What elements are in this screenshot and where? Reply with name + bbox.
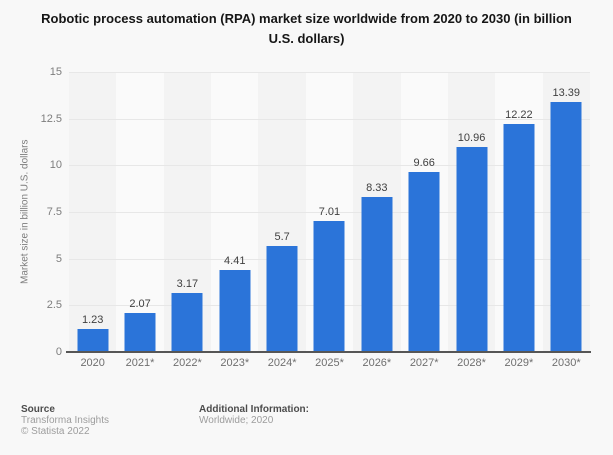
- bar: [313, 221, 345, 352]
- source-block: Source Transforma Insights © Statista 20…: [21, 404, 199, 437]
- x-tick-label: 2021*: [125, 357, 155, 369]
- chart-column: 10.96: [447, 72, 496, 352]
- y-tick-label: 0: [55, 346, 62, 358]
- y-tick-label: 15: [49, 66, 62, 78]
- bar-value-label: 12.22: [505, 108, 533, 121]
- footer: Source Transforma Insights © Statista 20…: [21, 404, 593, 437]
- x-tick-label: 2028*: [457, 357, 486, 369]
- x-tick-label: 2026*: [362, 357, 392, 369]
- bar-value-label: 4.41: [224, 254, 246, 267]
- chart-column: 9.66: [400, 72, 448, 352]
- chart-column: 3.17: [163, 72, 212, 352]
- y-tick-label: 5: [55, 252, 62, 265]
- additional-info-label: Additional Information:: [199, 404, 309, 415]
- additional-info-value: Worldwide; 2020: [199, 415, 274, 426]
- source-label: Source: [21, 404, 55, 415]
- plot-bands: 1.23 2.07 3.17 4.41 5.7 7.01 8.33 9.66 10.96 12.2…: [69, 72, 590, 352]
- bar-value-label: 10.96: [457, 132, 486, 145]
- y-tick-label: 12.5: [40, 112, 62, 125]
- chart-column: 13.39: [542, 72, 590, 352]
- x-tick-label: 2030*: [551, 357, 581, 369]
- chart-column: 12.22: [495, 72, 543, 352]
- x-tick-label: 2023*: [220, 357, 250, 369]
- bar-value-label: 7.01: [318, 206, 341, 219]
- x-axis-labels: 2020 2021* 2022* 2023* 2024* 2025* 2026* 2027* 2…: [69, 357, 590, 369]
- bar: [77, 329, 109, 352]
- bar-value-label: 13.39: [552, 87, 581, 100]
- y-tick-label: 7.5: [46, 206, 62, 218]
- bar: [550, 102, 582, 352]
- chart-column: 7.01: [305, 72, 354, 352]
- bar: [171, 292, 203, 352]
- chart-column: 2.07: [116, 72, 164, 352]
- x-tick-label: 2024*: [267, 357, 297, 369]
- bar: [266, 245, 298, 352]
- x-tick-label: 2027*: [409, 357, 439, 369]
- chart-column: 8.33: [353, 72, 401, 352]
- bar: [503, 123, 535, 352]
- bar: [456, 147, 488, 352]
- bar: [124, 313, 156, 352]
- y-tick-label: 10: [49, 159, 62, 172]
- bar-value-label: 5.7: [274, 230, 290, 243]
- x-tick-label: 2022*: [173, 357, 202, 369]
- y-axis: 0 2.5 5 7.5 10 12.5 15: [0, 66, 62, 358]
- bar-value-label: 8.33: [366, 181, 388, 194]
- bar-value-label: 3.17: [176, 277, 199, 290]
- bar-value-label: 9.66: [413, 156, 435, 169]
- chart-column: 5.7: [258, 72, 306, 352]
- x-tick-label: 2029*: [504, 357, 534, 369]
- y-tick-label: 2.5: [46, 299, 62, 312]
- chart-title: Robotic process automation (RPA) market …: [41, 11, 572, 46]
- source-name: Transforma Insights: [21, 415, 109, 426]
- additional-info-block: Additional Information: Worldwide; 2020: [199, 404, 309, 437]
- plot-area: 1.23 2.07 3.17 4.41 5.7 7.01 8.33 9.66 10.96 12.2…: [66, 72, 591, 353]
- x-axis-line: [66, 351, 591, 353]
- bar-value-label: 1.23: [81, 314, 104, 327]
- bar: [361, 196, 393, 352]
- statista-copyright: © Statista 2022: [21, 426, 90, 437]
- x-tick-label: 2025*: [315, 357, 344, 369]
- bar: [219, 269, 251, 352]
- x-tick-label: 2020: [80, 357, 105, 369]
- chart-column: 1.23: [69, 72, 117, 352]
- bar-value-label: 2.07: [129, 298, 151, 311]
- chart-column: 4.41: [211, 72, 259, 352]
- bar: [408, 171, 440, 352]
